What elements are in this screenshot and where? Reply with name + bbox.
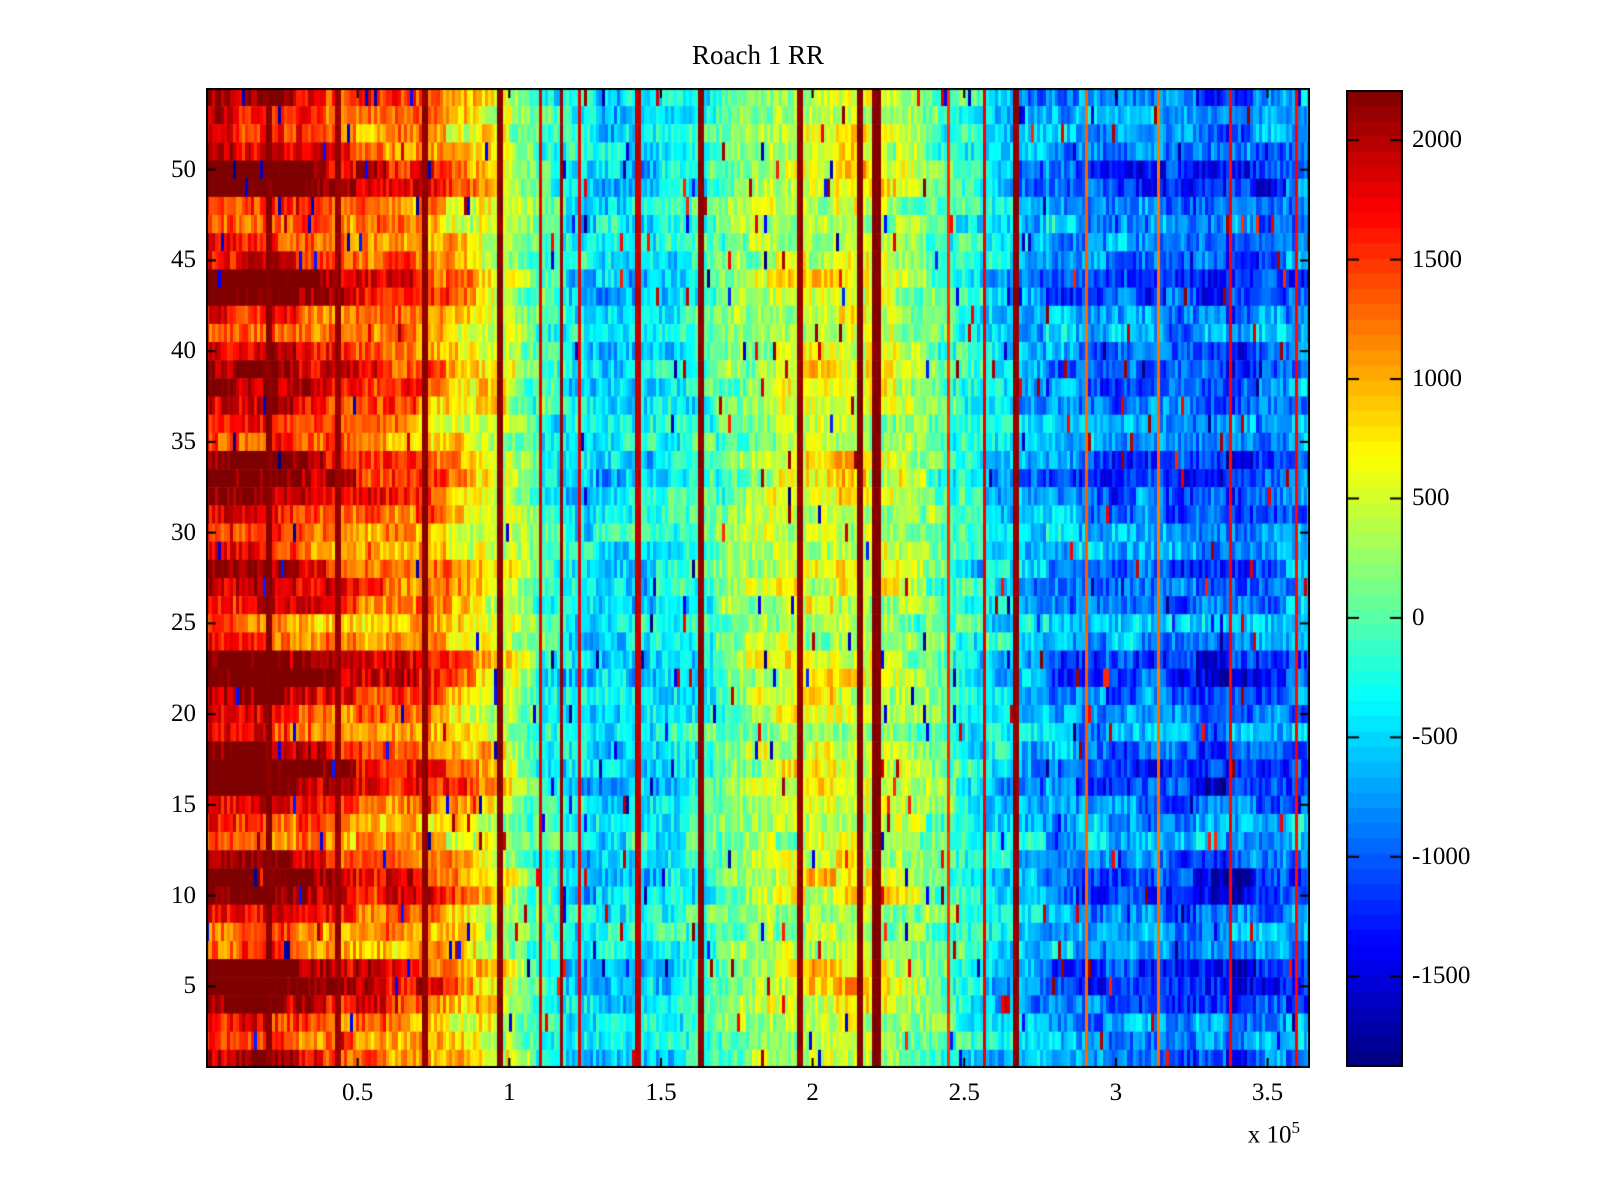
colorbar-tick-label: -1500 [1412,962,1471,990]
colorbar-tick-label: -500 [1412,723,1458,751]
colorbar-tick-label: 1000 [1412,365,1462,393]
y-tick-label: 5 [183,972,197,1000]
y-tick-label: 40 [171,337,196,365]
x-exponent-power: 5 [1291,1118,1301,1137]
x-tick-label: 2.5 [948,1079,980,1106]
colorbar-tick-label: 0 [1412,603,1425,631]
y-tick-label: 50 [171,155,196,183]
x-tick-label: 2 [806,1079,819,1106]
x-tick-label: 3 [1109,1079,1123,1106]
y-tick-label: 45 [171,246,196,274]
colorbar-tick-label: 1500 [1412,245,1462,273]
colorbar [1346,90,1403,1067]
x-axis-exponent-label: x 105 [1160,1118,1300,1149]
y-tick-label: 35 [171,427,196,455]
y-tick-label: 25 [171,609,196,637]
colorbar-tick-label: -1000 [1412,842,1471,870]
x-tick-label: 1 [503,1079,516,1106]
colorbar-tick-label: 2000 [1412,126,1462,154]
y-tick-label: 10 [171,881,196,909]
x-tick-label: 3.5 [1251,1079,1284,1106]
x-exponent-prefix: x 10 [1247,1121,1292,1149]
y-tick-label: 15 [171,790,196,818]
x-tick-label: 1.5 [645,1079,677,1106]
y-tick-label: 20 [171,700,196,728]
x-tick-label: 0.5 [342,1079,374,1106]
plot-title: Roach 1 RR [692,40,824,70]
y-tick-label: 30 [171,518,196,546]
heatmap [206,88,1310,1068]
colorbar-tick-label: 500 [1412,484,1450,512]
